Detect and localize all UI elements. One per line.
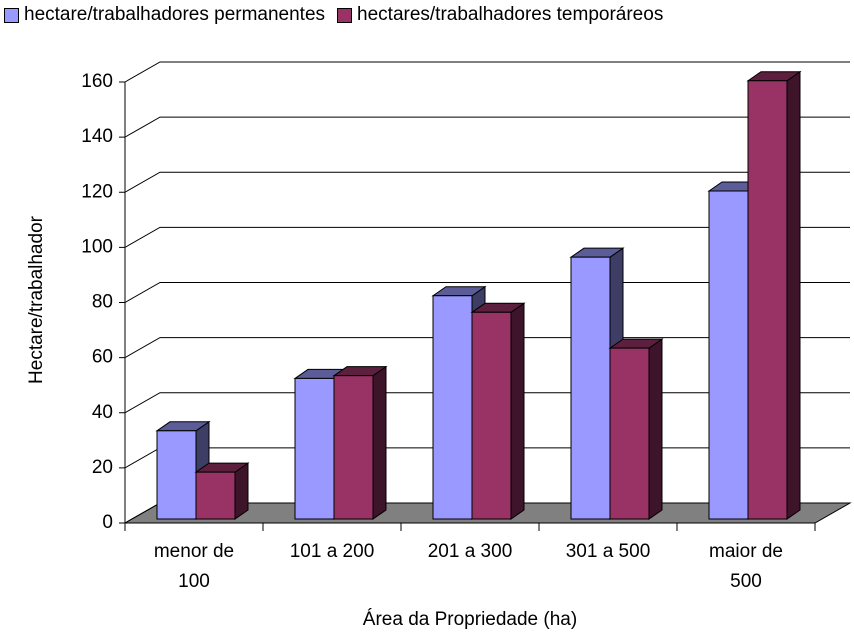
y-tick-label: 40 bbox=[92, 402, 113, 423]
bar bbox=[294, 377, 335, 520]
y-tick-label: 80 bbox=[92, 292, 113, 313]
x-tick-label: menor de 100 bbox=[153, 541, 235, 592]
legend: hectare/trabalhadores permanentes hectare… bbox=[4, 4, 663, 26]
grid-line bbox=[124, 171, 850, 193]
legend-swatch bbox=[337, 7, 353, 23]
bar bbox=[432, 295, 473, 520]
x-tick-label: 101 a 200 bbox=[289, 541, 375, 562]
y-axis-title: Hectare/trabalhador bbox=[26, 215, 47, 384]
bar bbox=[156, 430, 197, 520]
y-tick-label: 60 bbox=[92, 347, 113, 368]
bar-side bbox=[648, 338, 663, 520]
grid-line bbox=[124, 61, 850, 83]
y-tick-label: 140 bbox=[81, 126, 113, 147]
legend-item: hectares/trabalhadores temporáreos bbox=[337, 4, 663, 26]
legend-label: hectare/trabalhadores permanentes bbox=[24, 4, 326, 25]
bar-side bbox=[372, 365, 387, 520]
y-tick-label: 0 bbox=[102, 512, 113, 533]
bar bbox=[333, 375, 374, 520]
y-tick-label: 100 bbox=[81, 236, 113, 257]
grid-line bbox=[124, 116, 850, 138]
bar bbox=[609, 347, 650, 520]
x-tick-label: maior de 500 bbox=[709, 541, 783, 592]
legend-item: hectare/trabalhadores permanentes bbox=[4, 4, 325, 26]
bar bbox=[195, 471, 236, 520]
grid-line bbox=[124, 226, 850, 248]
legend-label: hectares/trabalhadores temporáreos bbox=[357, 4, 664, 25]
legend-swatch bbox=[4, 7, 19, 23]
y-tick-label: 160 bbox=[81, 71, 113, 92]
bar bbox=[471, 311, 512, 520]
bar-side bbox=[510, 302, 525, 520]
y-tick-label: 120 bbox=[81, 181, 113, 202]
x-tick-label: 201 a 300 bbox=[427, 541, 513, 562]
bar-side bbox=[786, 70, 801, 520]
x-axis-title: Área da Propriedade (ha) bbox=[363, 609, 577, 630]
bar bbox=[708, 190, 749, 520]
x-tick-label: 301 a 500 bbox=[565, 541, 651, 562]
y-tick-label: 20 bbox=[92, 457, 113, 478]
bar bbox=[747, 80, 788, 520]
bar bbox=[570, 256, 611, 520]
bar-side bbox=[234, 462, 249, 520]
